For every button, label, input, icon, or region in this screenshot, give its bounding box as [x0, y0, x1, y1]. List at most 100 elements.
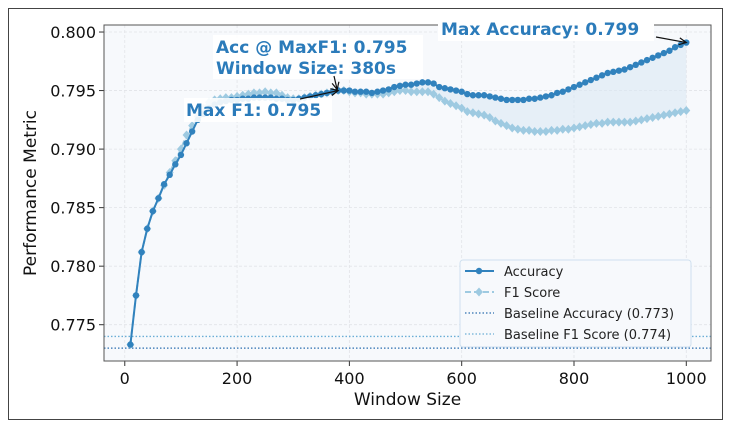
- accuracy-point: [132, 292, 140, 299]
- f1-point: [609, 117, 618, 127]
- accuracy-point: [503, 96, 510, 104]
- f1-point: [586, 120, 595, 130]
- accuracy-point: [379, 87, 387, 94]
- accuracy-point: [520, 96, 527, 104]
- accuracy-point: [570, 83, 578, 91]
- accuracy-point: [419, 79, 426, 86]
- f1-point: [407, 87, 416, 97]
- f1-point: [569, 123, 578, 133]
- f1-point: [564, 124, 573, 134]
- f1-point: [648, 112, 657, 122]
- f1-point: [659, 110, 668, 120]
- f1-point: [525, 125, 534, 135]
- acc-at-maxf1-arrow: [333, 75, 338, 90]
- accuracy-point: [542, 93, 550, 100]
- accuracy-point: [177, 151, 185, 159]
- accuracy-point: [671, 44, 679, 51]
- f1-point: [541, 127, 550, 137]
- x-axis-label: Window Size: [354, 390, 461, 410]
- accuracy-point: [396, 82, 404, 90]
- accuracy-point: [402, 81, 409, 88]
- f1-point: [642, 114, 651, 124]
- x-tick-label: 0: [120, 369, 130, 388]
- f1-point: [603, 117, 612, 127]
- accuracy-point: [127, 341, 134, 348]
- y-tick-label: 0.785: [50, 199, 96, 218]
- accuracy-point: [559, 88, 566, 95]
- accuracy-point: [363, 88, 370, 95]
- accuracy-point: [340, 87, 347, 94]
- x-tick-label: 400: [334, 369, 365, 388]
- f1-point: [558, 124, 567, 134]
- max-f1-arrow-head: [330, 88, 340, 96]
- max-f1-arrow: [299, 89, 339, 100]
- accuracy-point: [593, 74, 600, 81]
- f1-point: [485, 112, 494, 122]
- accuracy-point: [160, 181, 168, 188]
- f1-point: [553, 125, 562, 135]
- accuracy-point: [615, 67, 623, 74]
- accuracy-point: [138, 248, 145, 256]
- accuracy-point: [475, 92, 482, 99]
- accuracy-point: [357, 88, 364, 95]
- accuracy-point: [492, 94, 499, 101]
- f1-point: [530, 127, 539, 137]
- accuracy-point: [183, 140, 190, 147]
- accuracy-point: [582, 79, 589, 86]
- accuracy-point: [149, 207, 157, 215]
- annotation-box: [184, 98, 332, 122]
- accuracy-point: [576, 81, 583, 88]
- f1-point: [665, 109, 674, 119]
- f1-point: [513, 124, 522, 134]
- plot-border: [103, 24, 712, 362]
- accuracy-point: [598, 72, 606, 79]
- y-tick-label: 0.795: [50, 82, 96, 101]
- y-tick-label: 0.775: [50, 316, 96, 335]
- legend-item-label: Baseline Accuracy (0.773): [504, 307, 674, 322]
- x-tick-label: 200: [222, 369, 253, 388]
- accuracy-point: [497, 95, 505, 102]
- accuracy-point: [391, 83, 398, 91]
- window-size-annotation: Window Size: 380s: [216, 59, 396, 79]
- x-tick-label: 600: [446, 369, 477, 388]
- accuracy-point: [655, 52, 662, 59]
- legend-item-label: F1 Score: [504, 286, 560, 301]
- f1-point: [519, 125, 528, 135]
- accuracy-point: [537, 94, 544, 101]
- accuracy-point: [346, 87, 353, 94]
- accuracy-point: [638, 59, 645, 66]
- accuracy-point: [458, 88, 465, 95]
- f1-point: [457, 103, 466, 113]
- accuracy-point: [632, 61, 639, 69]
- f1-point: [614, 117, 623, 127]
- accuracy-point: [565, 86, 572, 93]
- figure-frame: [8, 8, 723, 420]
- f1-point: [631, 116, 640, 126]
- accuracy-point: [469, 92, 477, 99]
- accuracy-point: [514, 96, 522, 104]
- accuracy-point: [441, 85, 449, 92]
- f1-point: [626, 117, 635, 127]
- f1-point: [654, 111, 663, 121]
- x-tick-label: 1000: [666, 369, 707, 388]
- accuracy-point: [436, 83, 443, 91]
- accuracy-point: [155, 195, 162, 202]
- accuracy-point: [643, 56, 651, 64]
- accuracy-point: [424, 79, 432, 86]
- accuracy-point: [368, 89, 376, 97]
- max-acc-arrow: [655, 36, 687, 44]
- accuracy-point: [486, 93, 493, 100]
- accuracy-point: [166, 171, 173, 179]
- acc-at-maxf1-arrow-head: [331, 81, 340, 91]
- accuracy-point: [548, 92, 555, 99]
- f1-point: [592, 118, 601, 128]
- accuracy-point: [480, 92, 488, 99]
- accuracy-point: [464, 90, 471, 98]
- accuracy-point: [509, 96, 516, 104]
- f1-point: [429, 89, 438, 99]
- x-tick-label: 800: [559, 369, 590, 388]
- legend-marker: [475, 287, 483, 297]
- accuracy-point: [660, 49, 668, 57]
- accuracy-point: [587, 76, 595, 84]
- accuracy-point: [188, 128, 196, 135]
